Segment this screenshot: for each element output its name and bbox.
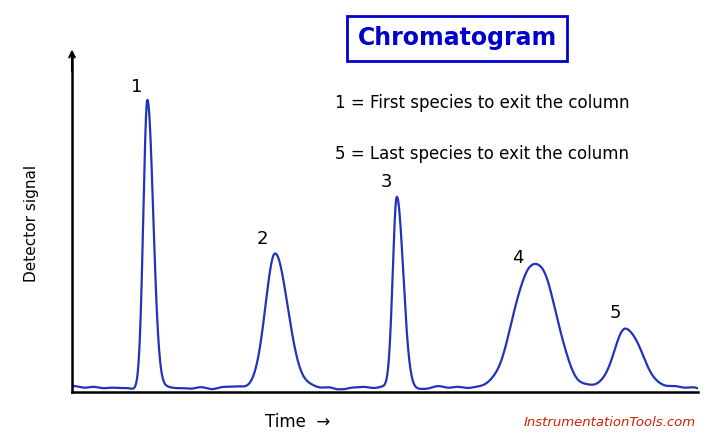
Text: 5 = Last species to exit the column: 5 = Last species to exit the column <box>335 145 629 163</box>
Text: 5: 5 <box>610 304 621 322</box>
Text: 3: 3 <box>381 173 392 191</box>
Text: Chromatogram: Chromatogram <box>358 26 557 50</box>
Text: 2: 2 <box>256 230 268 248</box>
Text: 1 = First species to exit the column: 1 = First species to exit the column <box>335 94 629 112</box>
Text: Time  →: Time → <box>265 413 330 431</box>
Text: InstrumentationTools.com: InstrumentationTools.com <box>523 416 696 429</box>
Text: 4: 4 <box>512 249 523 268</box>
Text: Detector signal: Detector signal <box>24 165 39 281</box>
Text: 1: 1 <box>131 78 143 95</box>
